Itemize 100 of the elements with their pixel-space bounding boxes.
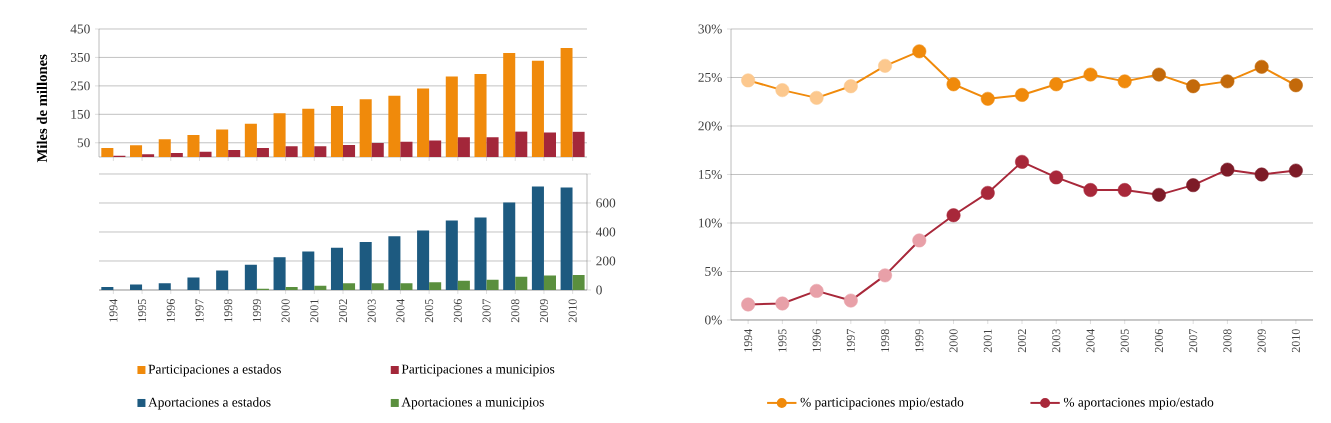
x-tick-label: 1995 <box>138 299 147 322</box>
point <box>1152 67 1166 82</box>
legend-label: % aportaciones mpio/estado <box>1063 397 1214 410</box>
point <box>1186 178 1201 193</box>
y2-tick-label: 0 <box>596 285 602 295</box>
bar <box>302 251 315 290</box>
x-tick-label: 2008 <box>1223 329 1232 353</box>
bar <box>359 241 372 290</box>
point <box>775 83 790 98</box>
x-tick-label: 2001 <box>983 329 992 353</box>
bar <box>330 247 344 290</box>
bar <box>429 282 442 290</box>
point <box>843 79 858 94</box>
bar <box>543 275 556 290</box>
bar <box>531 60 544 157</box>
y2-tick-label: 600 <box>596 198 616 208</box>
point <box>878 58 892 73</box>
bar <box>503 52 516 157</box>
x-tick-label: 1996 <box>812 329 821 352</box>
x-tick-label: 2010 <box>1291 329 1300 353</box>
bar <box>330 106 344 157</box>
bar <box>543 132 556 157</box>
bar <box>101 147 114 157</box>
point <box>946 77 961 92</box>
legend-label: Aportaciones a municipios <box>401 397 544 410</box>
bar <box>343 145 356 157</box>
x-tick-label: 2007 <box>1189 329 1198 353</box>
y-tick-label: 30% <box>698 24 722 34</box>
bar <box>388 95 401 157</box>
x-tick-label: 1997 <box>195 299 204 322</box>
bar <box>457 280 470 290</box>
bar <box>400 141 413 157</box>
bar <box>170 153 183 157</box>
bar <box>560 48 573 157</box>
bar <box>273 257 286 290</box>
x-tick-label: 1998 <box>224 299 233 322</box>
y2-tick-label: 200 <box>596 256 616 266</box>
point <box>1288 78 1303 93</box>
point <box>1015 154 1029 169</box>
point <box>1083 183 1098 197</box>
x-tick-label: 1994 <box>744 328 753 352</box>
x-tick-label: 2000 <box>949 329 958 353</box>
bar <box>187 277 200 290</box>
point <box>980 185 995 200</box>
y-tick-label: 10% <box>699 218 722 228</box>
x-tick-label: 1999 <box>915 329 924 352</box>
bar <box>314 285 327 290</box>
point <box>946 208 961 223</box>
bar <box>515 276 528 290</box>
x-tick-label: 2006 <box>453 299 462 323</box>
bar <box>445 76 458 157</box>
x-tick-label: 2005 <box>425 299 434 323</box>
point <box>741 73 756 88</box>
x-tick-label: 2004 <box>1086 328 1095 353</box>
point <box>1186 79 1201 94</box>
bar <box>256 147 269 157</box>
point <box>809 90 824 105</box>
bar <box>515 131 528 157</box>
point <box>1015 88 1029 102</box>
y-tick-label: 150 <box>71 109 90 119</box>
point <box>980 91 995 106</box>
y-tick-label: 5% <box>705 266 722 276</box>
bar <box>101 287 114 290</box>
point <box>878 268 892 283</box>
x-tick-label: 2005 <box>1120 329 1129 353</box>
bar <box>314 146 327 157</box>
bar <box>302 108 315 157</box>
x-tick-label: 2002 <box>338 299 348 323</box>
point <box>775 296 790 311</box>
bar <box>285 287 298 290</box>
bar <box>486 279 499 290</box>
point <box>1117 74 1132 89</box>
x-tick-label: 2006 <box>1154 329 1163 353</box>
y-tick-label: 0% <box>705 315 722 325</box>
bar <box>503 202 516 290</box>
bar <box>429 140 442 157</box>
bar <box>417 88 430 157</box>
bar <box>343 283 356 290</box>
bar <box>158 139 171 157</box>
y-tick-label: 250 <box>70 81 90 91</box>
bar <box>474 217 487 290</box>
point <box>843 293 858 308</box>
bar <box>445 220 458 290</box>
bar <box>417 230 430 290</box>
x-tick-label: 1998 <box>881 329 890 352</box>
y-tick-label: 350 <box>70 52 90 62</box>
bar <box>359 99 372 157</box>
point <box>1049 170 1064 185</box>
x-tick-label: 2002 <box>1017 329 1027 353</box>
bar <box>572 131 585 157</box>
y-tick-label: 15% <box>699 169 722 179</box>
bar <box>572 275 585 290</box>
bar <box>216 129 229 157</box>
x-tick-label: 2009 <box>1257 329 1266 353</box>
point <box>809 283 824 298</box>
y-tick-label: 20% <box>698 121 722 131</box>
y-tick-label: 25% <box>698 72 722 82</box>
point <box>912 233 927 248</box>
point <box>1083 67 1098 82</box>
x-tick-label: 2009 <box>539 299 549 323</box>
